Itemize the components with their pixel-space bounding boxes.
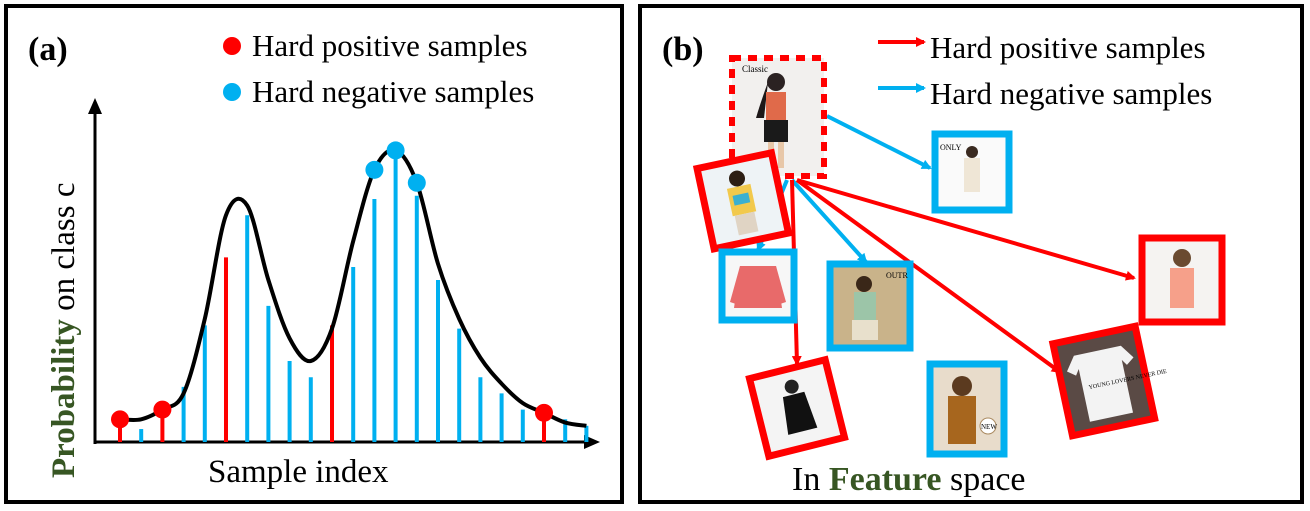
legend-positive-marker [223, 37, 241, 55]
neg-sample-4: NEW [926, 360, 1008, 458]
marker-group [111, 141, 553, 429]
arrow-neg-1 [826, 114, 932, 170]
arrow-pos-2 [796, 178, 1136, 281]
stem-group [118, 156, 589, 442]
legend-positive-label: Hard positive samples [930, 30, 1206, 65]
panel-a-label: (a) [28, 31, 68, 68]
legend-negative-marker [223, 83, 241, 101]
negative-marker-1 [386, 141, 405, 160]
feature-space-diagram: (b) Hard positive samples Hard negative … [662, 30, 1226, 498]
negative-marker-2 [407, 173, 426, 192]
panel-a: (a) Hard positive samples Hard negative … [4, 4, 624, 504]
anchor-brand: Classic [742, 64, 768, 74]
pos-sample-3 [745, 355, 849, 461]
y-axis-arrow [88, 98, 102, 114]
caption-post: space [942, 461, 1026, 498]
positive-marker-2 [535, 403, 553, 422]
probability-chart: (a) Hard positive samples Hard negative … [28, 28, 600, 490]
x-axis-label: Sample index [208, 454, 389, 490]
legend-negative-label: Hard negative samples [252, 74, 534, 109]
panel-b-label: (b) [662, 31, 704, 68]
pos-sample-2 [1138, 234, 1226, 326]
neg-sample-3: OUTR [826, 260, 914, 352]
positive-marker-0 [111, 410, 129, 429]
neg-sample-1: ONLY [931, 130, 1013, 214]
pos-sample-1 [692, 148, 793, 253]
caption-highlight: Feature [829, 461, 942, 498]
negative-marker-0 [365, 160, 384, 179]
y-axis-label: Probability on class c [46, 183, 82, 478]
probability-curve [119, 148, 587, 428]
caption-pre: In [792, 461, 829, 498]
positive-marker-1 [153, 400, 172, 419]
legend-negative-label: Hard negative samples [930, 76, 1212, 111]
neg-sample-1-brand: ONLY [940, 143, 962, 152]
neg-sample-3-brand: OUTR [886, 271, 908, 280]
anchor-head [767, 73, 785, 91]
y-axis-label-rest: on class c [46, 183, 82, 320]
arrow-neg-3 [790, 178, 868, 264]
y-axis-label-highlight: Probability [46, 319, 82, 478]
panel-b: (b) Hard positive samples Hard negative … [638, 4, 1304, 504]
legend-positive-label: Hard positive samples [252, 28, 528, 63]
neg-sample-4-badge: NEW [981, 423, 997, 431]
feature-space-caption: In Feature space [792, 461, 1026, 498]
pos-sample-4: YOUNG LOVERS NEVER DIE [1048, 322, 1168, 440]
neg-sample-2 [718, 248, 798, 324]
arrow-pos-3 [795, 178, 1062, 374]
